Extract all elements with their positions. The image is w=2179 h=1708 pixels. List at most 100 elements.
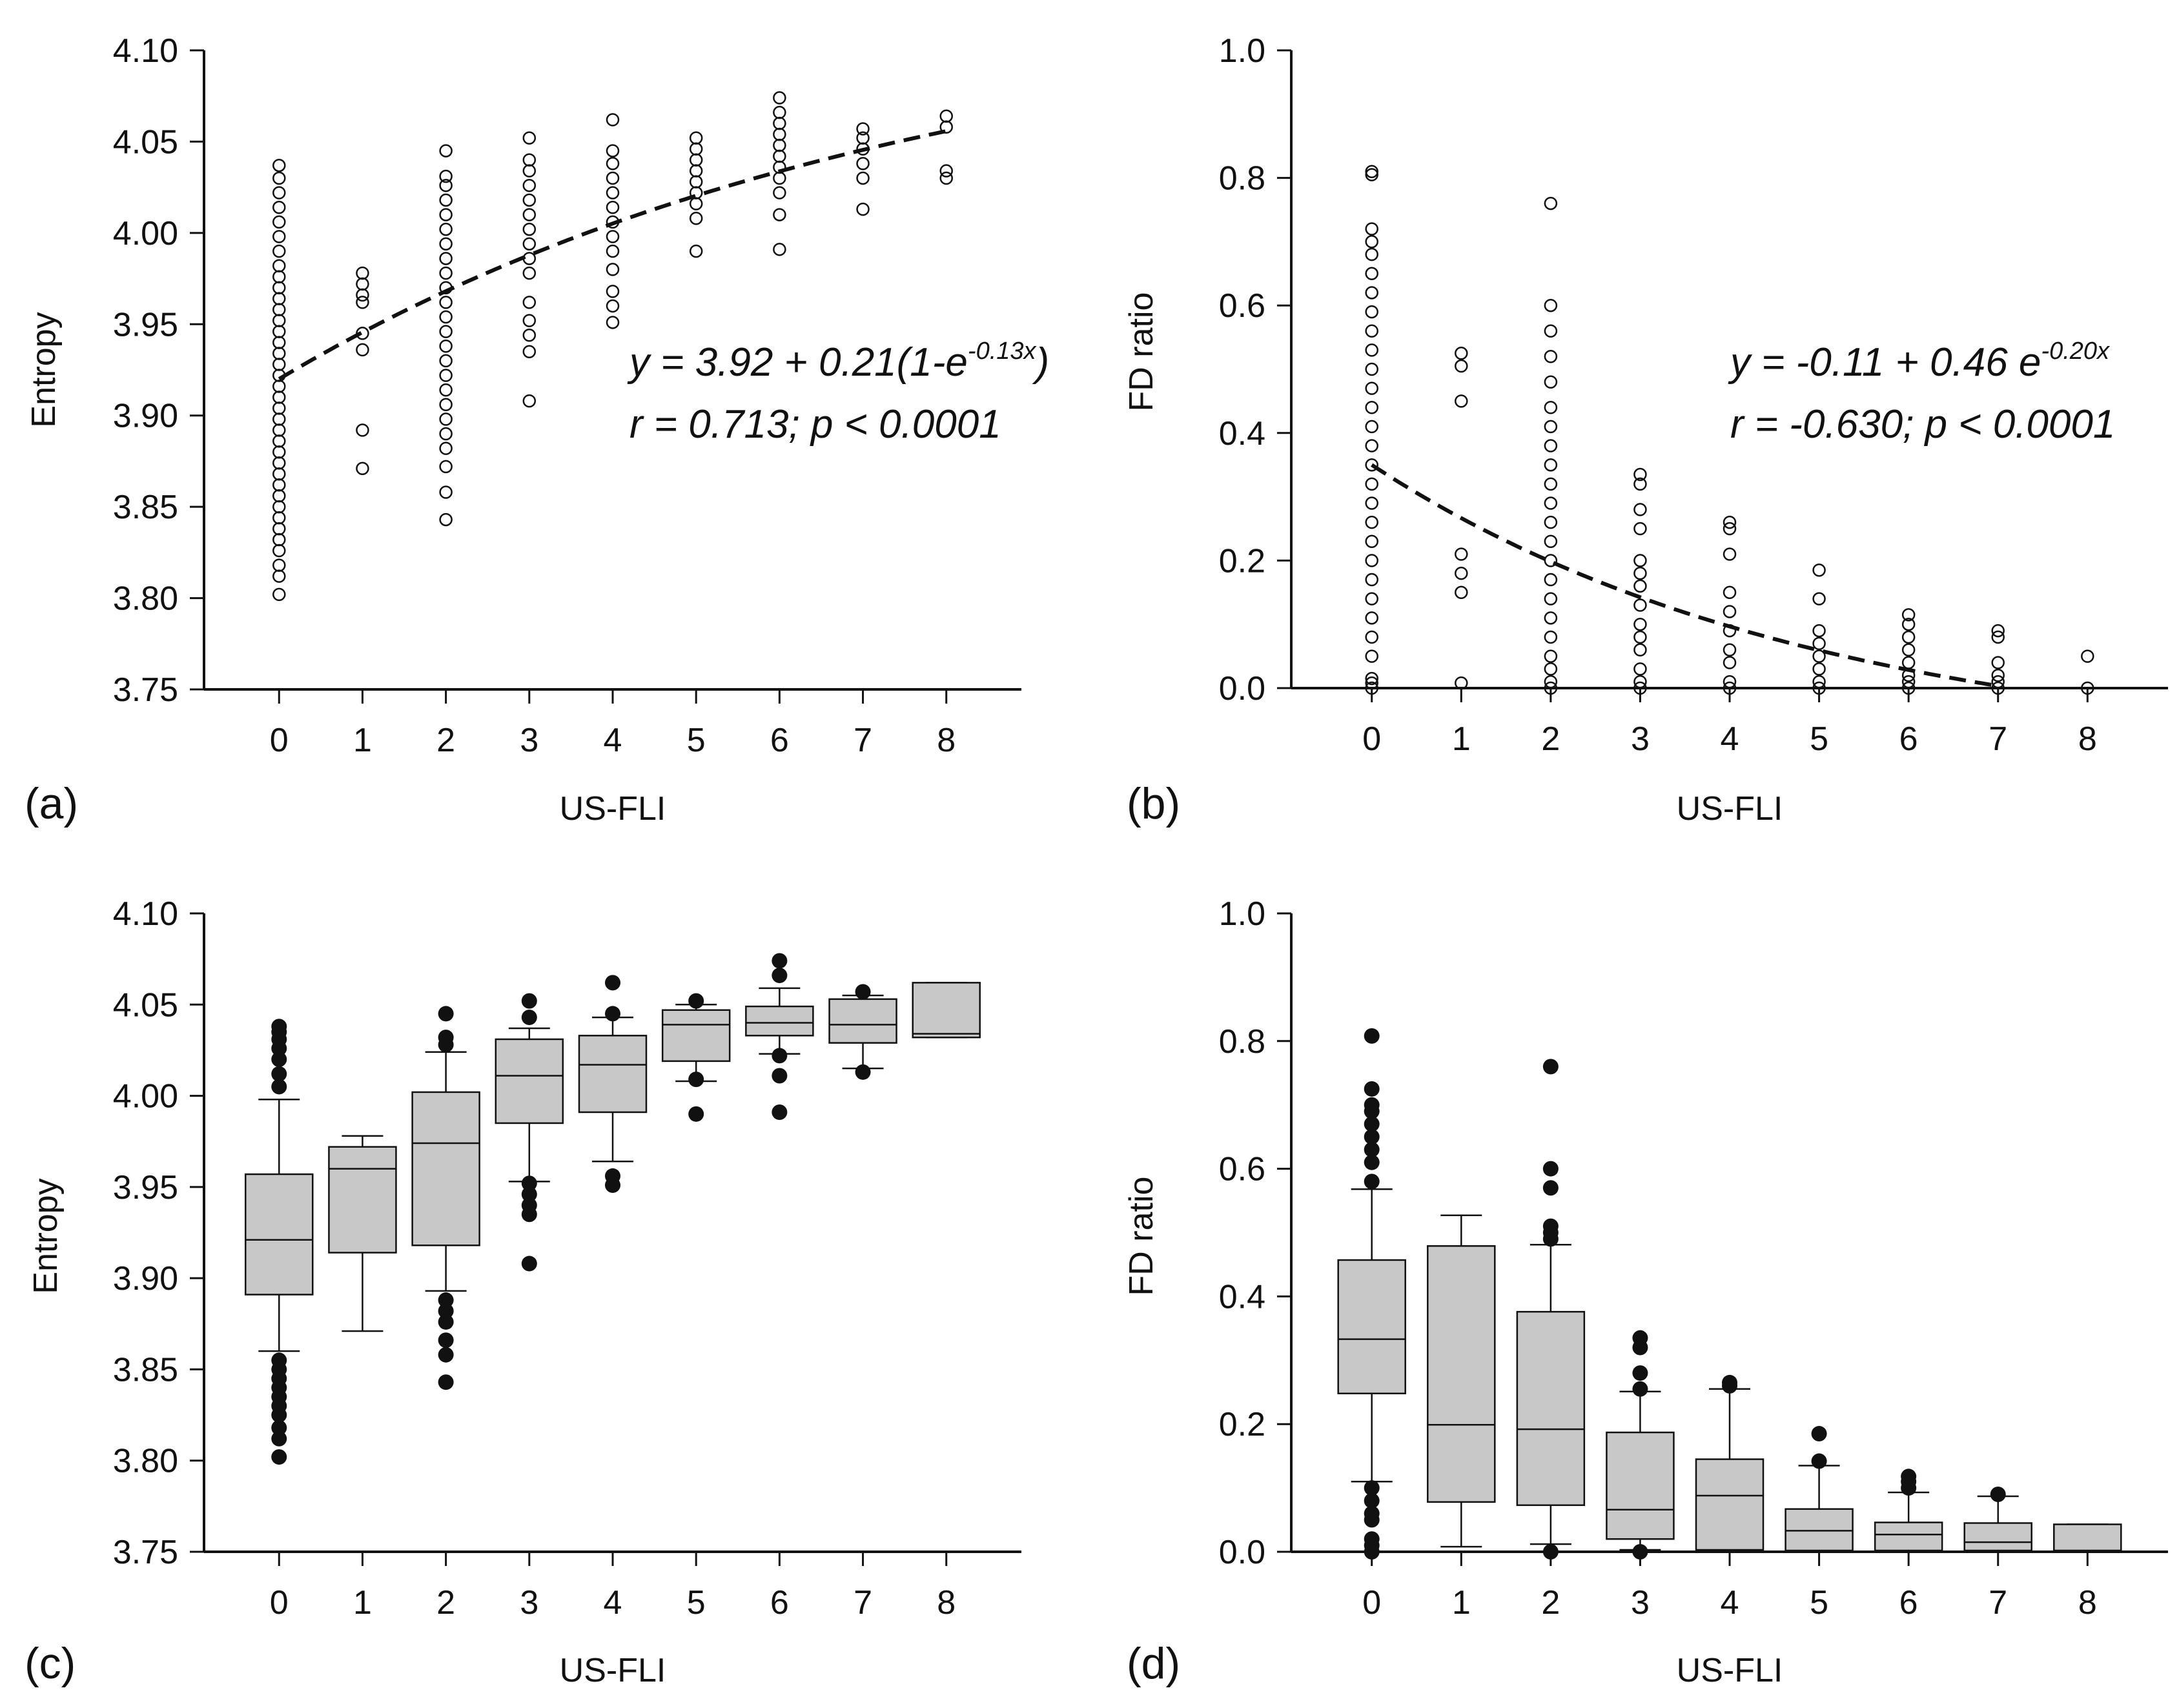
x-tick-label: 0 <box>1362 1584 1381 1622</box>
scatter-point <box>272 281 286 294</box>
scatter-point <box>1633 467 1647 482</box>
box-group <box>1516 1059 1586 1560</box>
scatter-point <box>1991 630 2005 644</box>
outlier-point <box>271 1352 287 1368</box>
scatter-point <box>1365 611 1378 625</box>
scatter-point <box>272 456 286 470</box>
scatter-point <box>522 314 537 327</box>
x-tick-label: 3 <box>520 1584 538 1622</box>
outlier-point <box>1364 1531 1380 1547</box>
scatter-point <box>1901 630 1916 644</box>
scatter-point <box>1365 534 1378 549</box>
y-tick-label: 0.4 <box>1219 1278 1265 1316</box>
y-axis-title: FD ratio <box>1123 292 1160 412</box>
scatter-point <box>606 186 620 199</box>
scatter-point <box>439 252 453 265</box>
scatter-point <box>773 171 786 185</box>
y-tick-label: 0.0 <box>1219 670 1265 707</box>
scatter-point <box>1901 681 1916 695</box>
scatter-point <box>272 244 286 258</box>
scatter-point <box>1723 605 1737 618</box>
y-tick-label: 3.80 <box>113 1443 178 1480</box>
scatter-point <box>522 179 537 192</box>
scatter-point <box>439 383 453 397</box>
x-tick-label: 0 <box>1362 720 1381 758</box>
box-group <box>1695 1374 1765 1552</box>
scatter-point <box>856 131 870 145</box>
scatter-point <box>939 164 953 178</box>
scatter-point <box>773 127 786 141</box>
outlier-point <box>521 1186 537 1203</box>
scatter-point <box>356 296 369 309</box>
scatter-point <box>606 171 620 185</box>
box-iqr <box>1874 1521 1943 1552</box>
scatter-point <box>1633 662 1647 676</box>
scatter-point <box>1365 630 1378 644</box>
scatter-point <box>1365 324 1378 338</box>
y-tick-label: 3.85 <box>113 1351 178 1388</box>
outlier-point <box>438 1347 454 1363</box>
outlier-point <box>855 1064 871 1080</box>
scatter-point <box>1365 496 1378 510</box>
scatter-point <box>439 325 453 338</box>
scatter-point <box>439 310 453 324</box>
scatter-point <box>773 208 786 221</box>
scatter-point <box>1365 247 1378 261</box>
scatter-point <box>606 230 620 243</box>
scatter-point <box>272 259 286 273</box>
scatter-point <box>1455 585 1468 600</box>
scatter-point <box>606 113 620 127</box>
scatter-point <box>439 237 453 251</box>
outlier-point <box>688 1106 704 1122</box>
outlier-point <box>438 1303 454 1319</box>
scatter-point <box>773 105 786 119</box>
y-tick-label: 1.0 <box>1219 895 1265 933</box>
box-iqr <box>1606 1431 1675 1540</box>
scatter-point <box>272 358 286 371</box>
scatter-point <box>1544 630 1558 644</box>
scatter-point <box>1991 668 2005 682</box>
scatter-point <box>1991 675 2005 689</box>
box-group <box>411 1006 480 1390</box>
outlier-point <box>855 984 871 1000</box>
scatter-point <box>1544 458 1558 472</box>
scatter-point <box>272 522 286 536</box>
box-iqr <box>1427 1245 1496 1503</box>
scatter-point <box>1812 624 1826 638</box>
outlier-point <box>1632 1365 1648 1381</box>
scatter-point <box>1633 630 1647 644</box>
scatter-point <box>356 423 369 437</box>
scatter-point <box>606 299 620 313</box>
scatter-point <box>1544 477 1558 491</box>
scatter-point <box>1455 547 1468 561</box>
scatter-point <box>522 153 537 167</box>
x-tick-label: 2 <box>436 1584 455 1622</box>
outlier-point <box>1901 1469 1917 1485</box>
fit-equation-exponent: -0.13x <box>968 338 1038 365</box>
y-tick-label: 4.05 <box>113 123 178 161</box>
scatter-point <box>356 462 369 475</box>
scatter-point <box>439 296 453 309</box>
scatter-point <box>272 412 286 426</box>
x-tick-label: 5 <box>687 722 706 759</box>
scatter-point <box>522 266 537 280</box>
scatter-point <box>1812 649 1826 663</box>
fit-curve <box>1371 463 1999 688</box>
panel-label: (d) <box>1127 1639 1180 1688</box>
y-tick-label: 0.4 <box>1219 415 1265 452</box>
outlier-point <box>1990 1486 2006 1502</box>
scatter-point <box>773 149 786 163</box>
box-group <box>328 1135 397 1332</box>
scatter-point <box>272 380 286 393</box>
outlier-point <box>688 993 704 1009</box>
outlier-point <box>271 1449 287 1465</box>
scatter-point <box>773 116 786 130</box>
scatter-point <box>1633 554 1647 567</box>
scatter-point <box>356 277 369 291</box>
outlier-point <box>1542 1059 1559 1075</box>
y-axis-title: Entropy <box>25 312 63 427</box>
scatter-point <box>1365 477 1378 491</box>
scatter-point <box>1633 566 1647 580</box>
outlier-point <box>772 953 788 969</box>
scatter-point <box>522 193 537 207</box>
